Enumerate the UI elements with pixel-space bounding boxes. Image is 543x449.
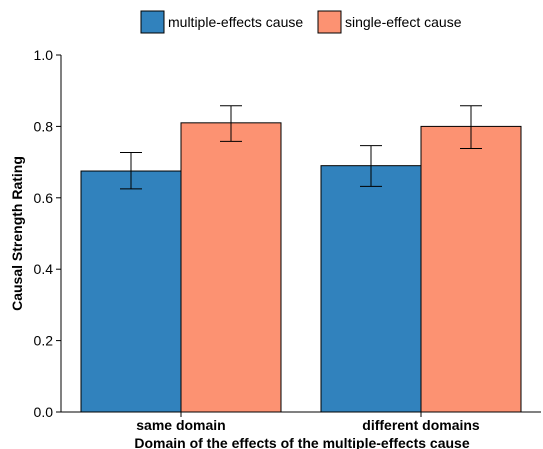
- legend-swatch-multiple-effects: [140, 10, 165, 34]
- y-ticks: 0.0 0.2 0.4 0.6 0.8 1.0: [34, 47, 61, 420]
- bar: [180, 122, 282, 413]
- x-axis: same domain different domains: [61, 411, 541, 433]
- y-tick-label: 0.0: [34, 404, 54, 420]
- y-tick-label: 0.4: [34, 261, 54, 277]
- legend-item-multiple-effects: multiple-effects cause: [140, 10, 303, 34]
- x-tick-label: same domain: [136, 417, 225, 433]
- bar: [320, 165, 422, 413]
- bar: [420, 125, 522, 413]
- error-bars-group: [120, 105, 482, 190]
- y-tick-label: 0.2: [34, 333, 54, 349]
- legend-label-single-effect: single-effect cause: [345, 14, 462, 30]
- legend-swatch-single-effect: [317, 10, 342, 34]
- y-tick-label: 0.6: [34, 190, 54, 206]
- y-tick-label: 0.8: [34, 118, 54, 134]
- y-tick-label: 1.0: [34, 47, 54, 63]
- bars-group: [80, 122, 522, 413]
- y-axis-title: Causal Strength Rating: [9, 156, 25, 311]
- legend: multiple-effects cause single-effect cau…: [140, 10, 462, 34]
- legend-label-multiple-effects: multiple-effects cause: [168, 14, 303, 30]
- x-tick-label: different domains: [362, 417, 480, 433]
- legend-item-single-effect: single-effect cause: [317, 10, 462, 34]
- y-axis: 0.0 0.2 0.4 0.6 0.8 1.0: [34, 47, 62, 420]
- bar: [80, 170, 182, 413]
- x-ticks: same domain different domains: [136, 412, 480, 433]
- x-axis-title: Domain of the effects of the multiple-ef…: [134, 435, 469, 449]
